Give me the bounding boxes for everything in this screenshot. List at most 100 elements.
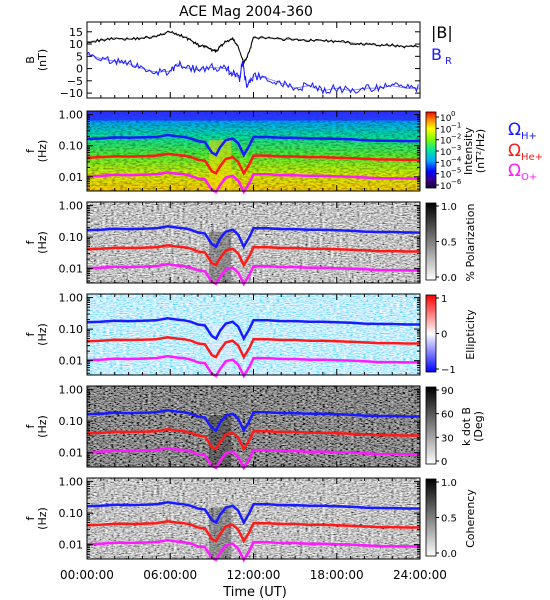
colorbar-tick-label: 0.5 xyxy=(441,238,457,249)
x-tick-labels: 00:00:00 06:00:00 12:00:00 18:00:00 24:00:00 xyxy=(60,568,447,582)
y-tick-label: 5 xyxy=(76,50,83,63)
y-tick-label: 10 xyxy=(69,38,83,51)
colorbar-tick-label: 0.5 xyxy=(441,514,457,525)
colorbar xyxy=(425,202,437,281)
ion-legend-omega-o: Ω xyxy=(508,161,521,181)
colorbar-tick-exponent: 0 xyxy=(451,110,455,118)
y-tick-label: 0.01 xyxy=(59,447,84,460)
colorbar-tick-base: 10 xyxy=(440,159,452,169)
ion-legend-omega-h: Ω xyxy=(508,120,521,140)
ion-legend: Ω H+Ω He+Ω O+ xyxy=(508,120,543,183)
h_plus-gyrofrequency-line xyxy=(86,133,420,158)
colorbar-tick-base: 10 xyxy=(440,137,452,147)
legend-br: B xyxy=(431,45,442,64)
y-tick-label: 0.10 xyxy=(59,231,84,244)
y-tick-label: −10 xyxy=(60,87,83,100)
chart-title: ACE Mag 2004-360 xyxy=(179,4,313,20)
y-axis-units: (Hz) xyxy=(36,323,49,346)
y-axis-label: B xyxy=(24,56,37,64)
y-tick-label: 0.10 xyxy=(59,323,84,336)
colorbar-tick-exponent: −3 xyxy=(451,144,461,152)
y-axis-units: (Hz) xyxy=(36,507,49,530)
y-axis-units: (nT) xyxy=(36,49,49,71)
colorbar-units: (Deg) xyxy=(472,411,485,442)
y-axis-label: f xyxy=(24,515,37,520)
y-tick-label: 0.01 xyxy=(59,355,84,368)
y-tick-label: 0.01 xyxy=(59,263,84,276)
y-tick-label: −5 xyxy=(67,75,83,88)
y-tick-label: 1.00 xyxy=(59,292,84,305)
y-tick-label: 1.00 xyxy=(59,109,84,122)
colorbar-tick-label: 30 xyxy=(441,433,454,444)
ion-legend-label-he: He+ xyxy=(521,152,543,163)
colorbar-label: Coherency xyxy=(464,489,477,548)
series-line-btotal xyxy=(86,30,419,66)
x-ticks-panel-4 xyxy=(86,294,421,375)
x-ticks-panel-6 xyxy=(86,478,421,559)
colorbar-tick-label: 90 xyxy=(441,386,454,397)
x-tick-label: 12:00:00 xyxy=(227,568,281,582)
y-tick-label: 0.01 xyxy=(59,539,84,552)
y-axis-units: (Hz) xyxy=(36,140,49,163)
colorbar-tick-base: 10 xyxy=(440,148,452,158)
colorbar xyxy=(425,386,437,465)
ion-legend-label-h: H+ xyxy=(521,131,537,142)
he_plus-gyrofrequency-line xyxy=(86,336,420,360)
polarization-panel: 0.01 0.10 1.00 f (Hz) 1.0 0.5 0.0 % Polarization xyxy=(24,200,477,287)
legend-br-subscript: R xyxy=(445,56,452,67)
x-ticks-panel-3 xyxy=(86,202,421,283)
field-plot-area xyxy=(87,22,420,98)
x-tick-label: 06:00:00 xyxy=(143,568,197,582)
he_plus-gyrofrequency-line xyxy=(86,428,420,452)
h_plus-gyrofrequency-line xyxy=(86,409,420,434)
colorbar-tick-label: 1 xyxy=(441,294,447,305)
series-trend-btotal xyxy=(86,31,420,65)
x-tick-label: 18:00:00 xyxy=(310,568,364,582)
y-axis-label: f xyxy=(24,331,37,336)
colorbar-label: k dot B xyxy=(460,407,473,446)
colorbar xyxy=(425,294,437,373)
colorbar-tick-exponent: −2 xyxy=(451,133,461,141)
colorbar xyxy=(425,111,437,189)
o_plus-gyrofrequency-line xyxy=(86,171,420,195)
he_plus-gyrofrequency-line xyxy=(86,152,420,176)
ion-legend-omega-he: Ω xyxy=(508,141,521,161)
colorbar-tick-label: 1.0 xyxy=(441,202,457,213)
kdotb-panel: 0.01 0.10 1.00 f (Hz) 90 60 30 0 k dot B (Deg) xyxy=(24,384,485,471)
he_plus-gyrofrequency-line xyxy=(86,244,420,268)
x-tick-label: 24:00:00 xyxy=(393,568,447,582)
coherency-panel: 0.01 0.10 1.00 f (Hz) 1.0 0.5 0.0 Coherency xyxy=(24,476,477,563)
colorbar-label: Ellipticity xyxy=(464,309,477,360)
ellipticity-panel: 0.01 0.10 1.00 f (Hz) 1 0 −1 Ellipticity xyxy=(24,292,477,379)
y-axis-units: (Hz) xyxy=(36,231,49,254)
series-trend-br xyxy=(86,53,420,92)
colorbar-tick-base: 10 xyxy=(440,125,452,135)
y-tick-label: 15 xyxy=(69,26,83,39)
colorbar-tick-base: 10 xyxy=(440,182,452,192)
colorbar-tick-label: 0 xyxy=(441,457,447,468)
colorbar-tick-label: 0.0 xyxy=(441,549,457,560)
y-tick-label: 0.10 xyxy=(59,507,84,520)
colorbar-label: Intensity xyxy=(462,127,475,175)
o_plus-gyrofrequency-line xyxy=(86,354,420,379)
h_plus-gyrofrequency-line xyxy=(86,501,420,526)
y-tick-label: 0.01 xyxy=(59,171,84,184)
y-tick-label: 0.10 xyxy=(59,140,84,153)
colorbar-tick-base: 10 xyxy=(440,114,452,124)
colorbar-tick-label: 60 xyxy=(441,410,454,421)
colorbar-tick-exponent: −1 xyxy=(451,121,461,129)
y-tick-label: 0 xyxy=(76,63,83,76)
y-axis-units: (Hz) xyxy=(36,415,49,438)
x-axis-label: Time (UT) xyxy=(222,585,287,600)
colorbar xyxy=(425,478,437,557)
colorbar-tick-exponent: −4 xyxy=(451,155,462,163)
colorbar-tick-label: 0.0 xyxy=(441,273,457,284)
y-tick-label: 1.00 xyxy=(59,384,84,397)
x-tick-label: 00:00:00 xyxy=(60,568,114,582)
y-axis-label: f xyxy=(24,148,37,153)
x-ticks-panel-5 xyxy=(86,386,421,467)
legend-btotal: |B| xyxy=(431,23,453,42)
x-ticks-panel-2 xyxy=(86,111,421,191)
